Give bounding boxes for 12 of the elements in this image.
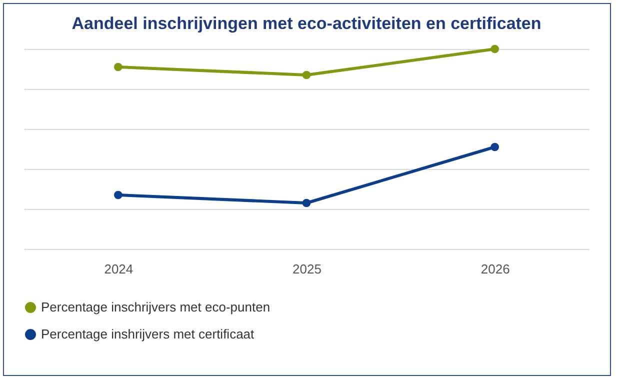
- point: [490, 142, 500, 152]
- point: [490, 44, 500, 54]
- x-tick-label: 2026: [480, 262, 510, 276]
- point: [114, 62, 122, 72]
- chart-title: Aandeel inschrijvingen met eco-activiteiten en certificaten: [72, 14, 542, 33]
- legend-label: Percentage inschrijvers met eco-punten: [41, 300, 270, 314]
- point: [302, 198, 311, 208]
- x-tick-label: 2024: [104, 262, 134, 276]
- point: [302, 70, 311, 80]
- x-tick-label: 2025: [292, 262, 322, 276]
- point: [114, 190, 122, 200]
- legend-label: Percentage inshrijvers met certificaat: [41, 326, 255, 342]
